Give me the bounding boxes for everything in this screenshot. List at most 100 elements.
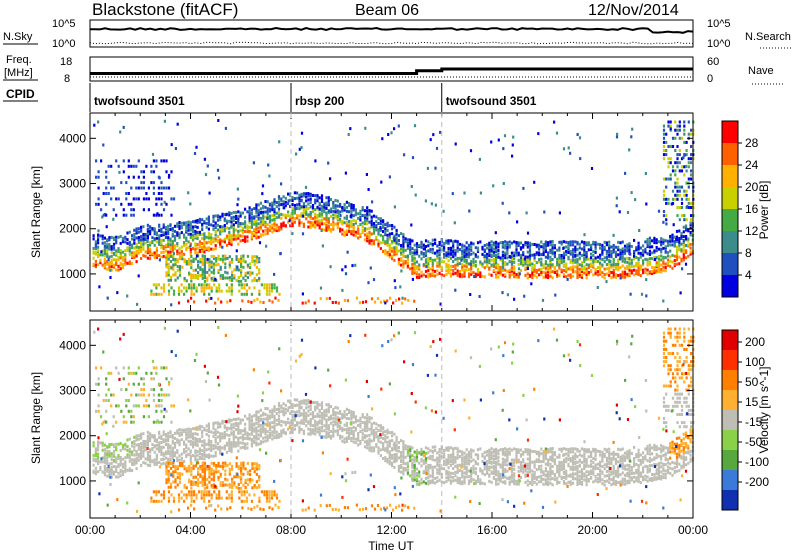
velocity-cell-1131 <box>377 435 380 439</box>
velocity-cell-222 <box>149 458 152 462</box>
power-cell-1696 <box>513 254 516 258</box>
power-cell-713 <box>271 223 274 227</box>
velocity-cell-876 <box>311 401 315 404</box>
power-cell-2203 <box>630 265 633 268</box>
velocity-cell-1371 <box>436 458 439 462</box>
power-cell-2034 <box>592 263 595 267</box>
power-cell-359 <box>183 235 186 239</box>
velocity-cell-1164 <box>386 444 389 448</box>
velocity-cell-179 <box>137 445 140 448</box>
power-cell-661 <box>259 234 262 238</box>
velocity-cell-684 <box>264 429 267 433</box>
power-cell-1961 <box>576 267 579 271</box>
power-cell-2974 <box>690 169 693 173</box>
power-cell-1976 <box>578 256 581 260</box>
power-cell-2967 <box>687 120 690 124</box>
velocity-cell-1560 <box>483 464 486 468</box>
power-cell-2353 <box>669 259 672 263</box>
power-cell-3106 <box>619 276 622 280</box>
velocity-cell-362 <box>183 428 186 432</box>
velocity-cell-574 <box>237 426 240 430</box>
power-cell-1912 <box>565 262 568 266</box>
power-cell-34 <box>101 241 104 245</box>
velocity-cell-279 <box>162 440 165 444</box>
power-cell-2906 <box>676 157 679 161</box>
power-cell-305 <box>169 252 172 256</box>
velocity-cell-365 <box>185 449 188 453</box>
power-cell-916 <box>320 197 324 201</box>
power-cell-2555 <box>206 260 209 264</box>
power-cell-3231 <box>97 229 100 233</box>
power-cell-2858 <box>665 149 668 152</box>
power-cell-2092 <box>605 252 608 256</box>
power-ytick-2: 3000 <box>59 177 86 191</box>
power-cell-2640 <box>242 265 245 269</box>
velocity-cell-542 <box>230 443 233 447</box>
power-cell-1445 <box>454 263 457 267</box>
velocity-cell-414 <box>196 438 199 441</box>
power-cell-2599 <box>224 262 227 266</box>
power-cell-3157 <box>460 258 463 262</box>
power-cell-159 <box>133 241 136 245</box>
velocity-cell-586 <box>241 441 244 445</box>
power-cell-616 <box>248 206 251 210</box>
power-cell-1094 <box>368 236 371 239</box>
velocity-cell-4 <box>92 457 95 461</box>
power-cell-1940 <box>571 261 575 265</box>
power-cell-1191 <box>393 249 396 253</box>
power-cell-2051 <box>594 241 597 245</box>
power-cell-2771 <box>265 283 269 287</box>
velocity-cell-255 <box>155 438 158 442</box>
power-cell-2302 <box>655 249 658 253</box>
velocity-cell-1277 <box>413 468 416 472</box>
velocity-cell-1177 <box>388 439 391 443</box>
power-cell-1713 <box>517 244 520 247</box>
power-cell-390 <box>192 247 195 251</box>
power-cell-3343 <box>155 213 158 217</box>
power-cell-1264 <box>411 266 414 270</box>
power-cell-557 <box>232 219 235 223</box>
velocity-cell-649 <box>255 413 258 417</box>
power-cell-1450 <box>454 239 457 243</box>
power-cell-1079 <box>363 209 367 213</box>
velocity-cell-345 <box>178 434 181 438</box>
velocity-cell-359 <box>183 442 186 446</box>
power-cell-1694 <box>513 260 516 264</box>
power-cell-1186 <box>391 227 394 231</box>
power-cell-2413 <box>682 230 685 234</box>
power-cell-683 <box>264 225 267 229</box>
power-cell-2366 <box>671 233 674 237</box>
power-cell-1603 <box>492 250 495 254</box>
power-cell-3236 <box>469 149 473 153</box>
power-cell-213 <box>146 244 149 247</box>
velocity-cell-1358 <box>431 445 434 449</box>
velocity-cell-51 <box>106 467 109 471</box>
velocity-cell-1487 <box>463 461 466 465</box>
power-cell-2675 <box>258 271 261 275</box>
velocity-cell-1259 <box>409 449 412 452</box>
power-cell-961 <box>332 213 335 217</box>
power-cell-2594 <box>221 258 225 262</box>
power-cell-2479 <box>174 257 177 261</box>
power-cell-783 <box>289 198 292 202</box>
power-cell-2193 <box>628 262 631 266</box>
power-cell-2411 <box>682 239 685 242</box>
velocity-cell-1479 <box>461 450 464 454</box>
power-cell-278 <box>162 238 165 242</box>
power-cell-389 <box>189 221 192 225</box>
power-cell-2908 <box>676 145 679 148</box>
velocity-cell-384 <box>189 442 192 446</box>
velocity-cell-1289 <box>415 467 419 471</box>
power-cell-417 <box>196 219 199 222</box>
power-cell-600 <box>244 207 247 211</box>
power-cell-862 <box>309 211 312 214</box>
power-cell-1407 <box>445 253 448 257</box>
power-cell-1622 <box>497 271 500 275</box>
velocity-cell-893 <box>316 406 319 410</box>
power-cell-2977 <box>690 153 693 157</box>
velocity-cell-729 <box>273 414 276 418</box>
power-cell-2535 <box>201 273 204 277</box>
velocity-cell-1274 <box>413 475 416 478</box>
power-cell-2919 <box>678 153 681 157</box>
power-cell-1308 <box>420 245 423 249</box>
